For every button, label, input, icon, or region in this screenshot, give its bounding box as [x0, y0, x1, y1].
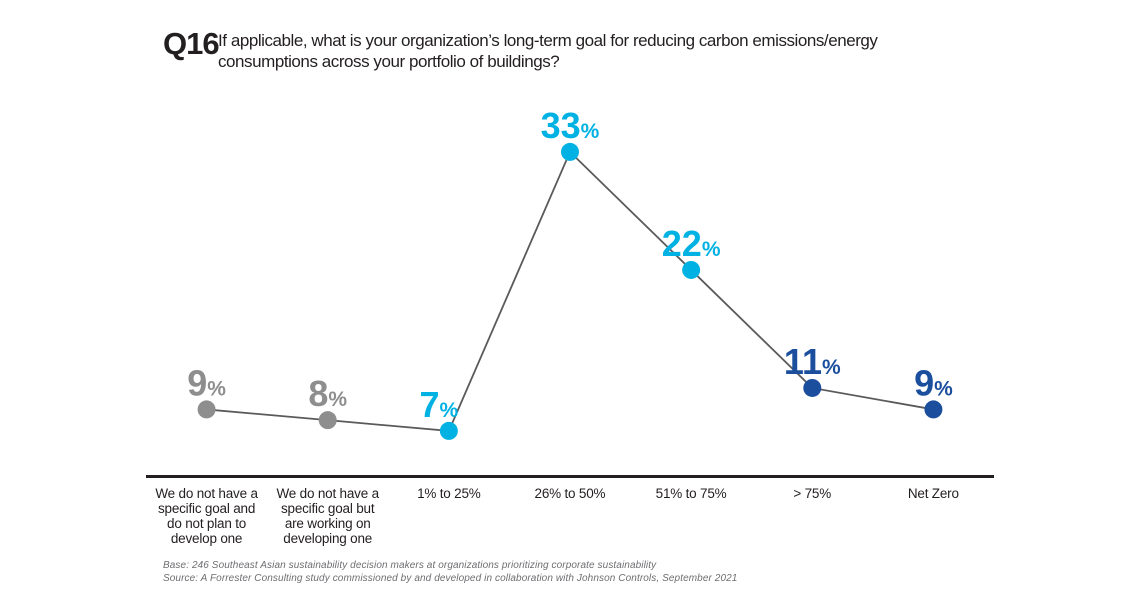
point-value-label: 11%	[784, 341, 841, 382]
point-value-label: 9%	[914, 362, 953, 403]
x-axis-label: > 75%	[793, 486, 832, 501]
x-axis-label: 51% to 75%	[655, 486, 727, 501]
x-axis-label: 26% to 50%	[534, 486, 606, 501]
x-axis-label: Net Zero	[907, 486, 959, 501]
line-chart: 9% 8% 7% 33% 22% 11% 9%	[146, 105, 994, 478]
x-axis-label: 1% to 25%	[417, 486, 481, 501]
data-point	[561, 142, 579, 161]
point-value-label: 22%	[662, 223, 721, 264]
x-axis-labels: We do not have a specific goal and do no…	[146, 486, 994, 546]
x-axis-label: We do not have a specific goal but are w…	[276, 486, 380, 546]
data-point	[803, 378, 822, 397]
data-point	[924, 400, 943, 419]
footnote-source-line: Source: A Forrester Consulting study com…	[163, 572, 738, 584]
data-point	[197, 400, 216, 419]
point-value-label: 33%	[541, 105, 600, 146]
point-value-label: 8%	[308, 373, 347, 414]
footnote-base-line: Base: 246 Southeast Asian sustainability…	[163, 560, 657, 571]
question-number: Q16	[163, 26, 220, 61]
chart-title: If applicable, what is your organization…	[218, 31, 878, 72]
chart-footnote: Base: 246 Southeast Asian sustainability…	[163, 560, 737, 585]
data-point	[682, 260, 701, 279]
point-value-label: 9%	[187, 362, 226, 403]
point-value-label: 7%	[419, 384, 458, 425]
x-axis-label: We do not have a specific goal and do no…	[155, 486, 258, 546]
data-point	[318, 411, 337, 430]
data-point	[439, 421, 458, 440]
